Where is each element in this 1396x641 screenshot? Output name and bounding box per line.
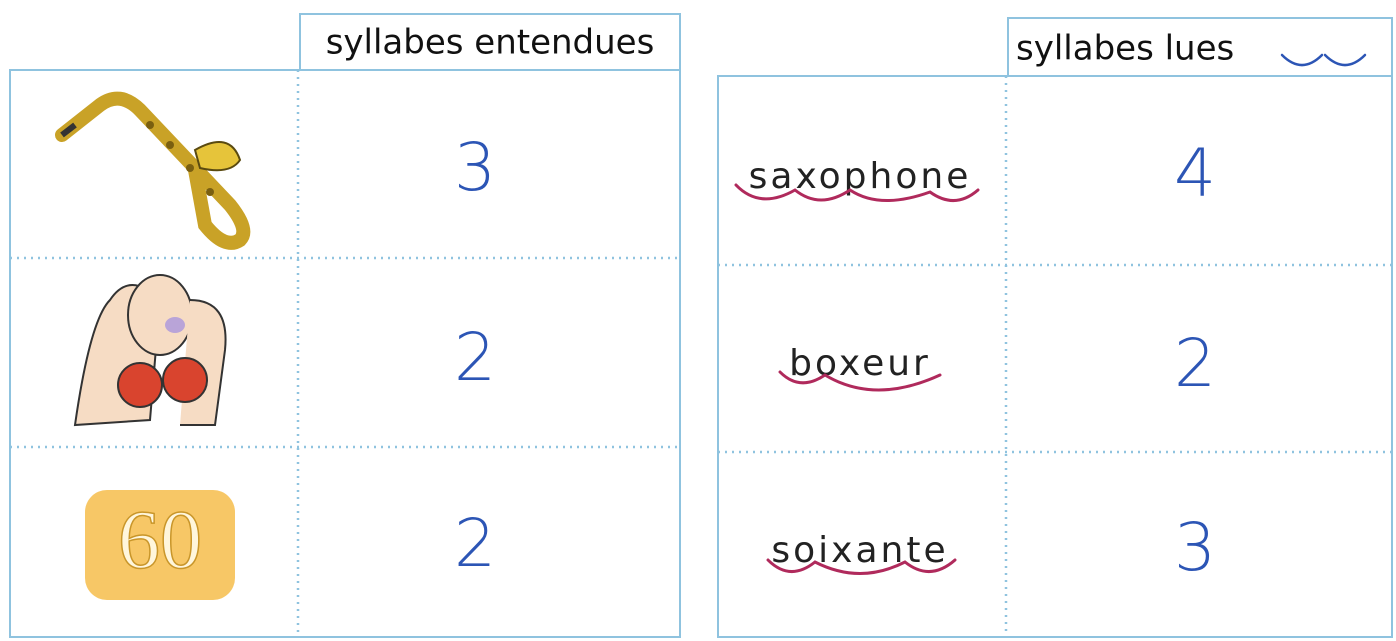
- count: 3: [1174, 509, 1216, 586]
- table-frame: [9, 69, 681, 638]
- header: syllabes lues: [1016, 29, 1234, 69]
- word: boxeur: [789, 343, 931, 384]
- header: syllabes entendues: [326, 23, 655, 63]
- saxophone-picture: [55, 91, 251, 250]
- syllable-marks: [1280, 53, 1367, 67]
- count: 3: [454, 129, 496, 206]
- table-frame: [717, 75, 1393, 638]
- count: 4: [1174, 135, 1216, 212]
- picture-label: 60: [118, 493, 202, 586]
- syllable-arcs: [734, 183, 980, 202]
- word: soixante: [771, 530, 948, 571]
- word: saxophone: [749, 156, 972, 197]
- count: 2: [1174, 325, 1216, 402]
- count: 2: [454, 319, 496, 396]
- boxer-picture: [73, 274, 227, 427]
- syllable-arcs: [766, 558, 957, 575]
- syllable-arcs: [778, 370, 942, 392]
- count: 2: [454, 505, 496, 582]
- number-picture: 60: [85, 490, 235, 600]
